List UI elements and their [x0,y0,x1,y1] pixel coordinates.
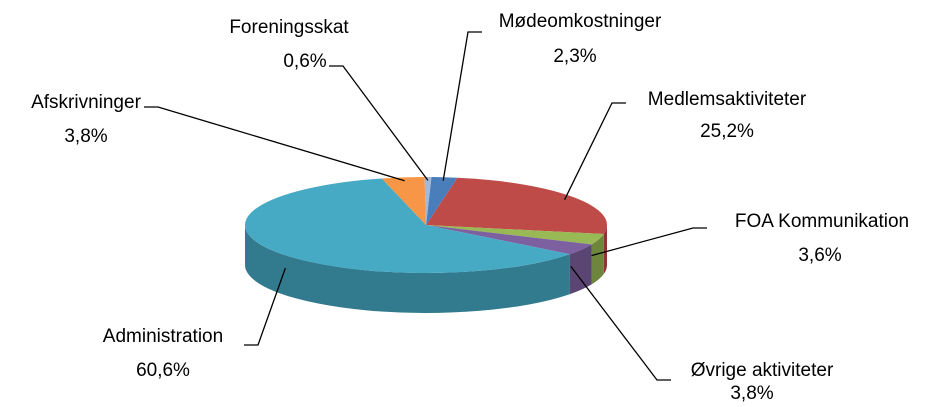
slice-side [245,225,570,313]
value-label: 3,8% [64,126,107,147]
slice-top [381,177,426,225]
value-label: 0,6% [283,51,326,72]
value-label: 60,6% [136,360,190,381]
value-label: 25,2% [700,121,754,142]
slice-top [426,177,458,225]
category-label: Afskrivninger [31,92,141,113]
value-label: 3,8% [730,383,773,404]
category-label: Øvrige aktiviteter [691,360,834,381]
category-label: Administration [103,326,223,347]
category-label: FOA Kommunikation [735,211,909,232]
slice [426,225,604,285]
slice [381,177,426,225]
leader-line [244,267,286,346]
slice-top [426,177,607,235]
slice-top [426,225,604,245]
value-label: 3,6% [798,245,841,266]
slice-top [245,178,570,273]
slice-side [591,234,604,285]
slice [245,178,570,313]
leader-line [586,227,707,258]
leader-line [563,102,626,200]
leader-line [144,106,405,182]
category-label: Mødeomkostninger [499,11,662,32]
category-label: Medlemsaktiviteter [648,89,807,110]
leader-line [329,65,429,181]
slice [426,225,592,295]
slice-top [426,225,592,255]
slice-top [424,177,432,225]
category-label: Foreningsskat [229,17,349,38]
slice [424,177,432,225]
slice [426,177,458,225]
slice [426,177,607,275]
slice-side [569,244,592,295]
leader-line [442,31,482,181]
value-label: 2,3% [553,46,596,67]
leader-line [570,265,671,381]
slice-side [603,225,607,275]
